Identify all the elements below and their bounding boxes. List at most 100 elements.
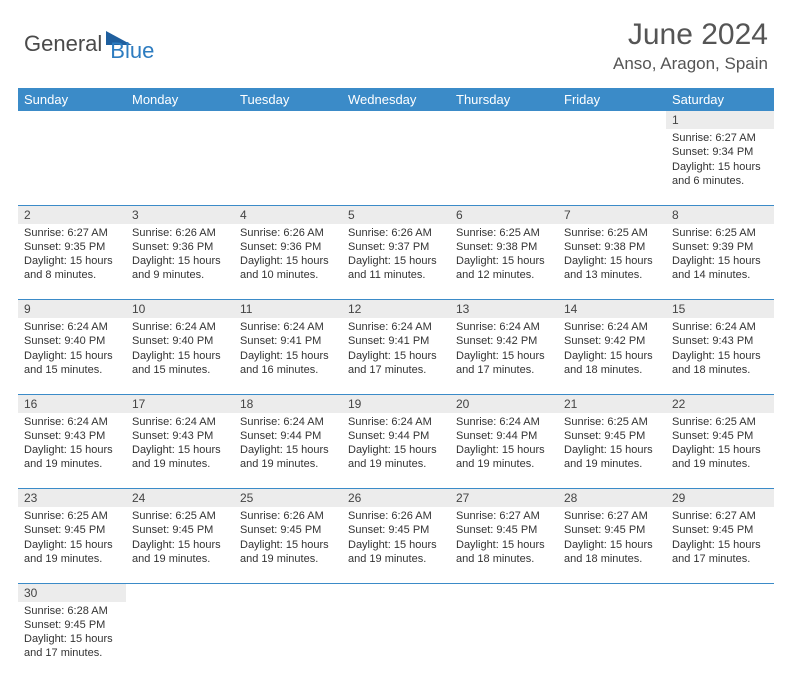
day-number-row: 2345678 [18, 205, 774, 224]
sunrise-text: Sunrise: 6:24 AM [132, 320, 228, 334]
sunset-text: Sunset: 9:38 PM [564, 240, 660, 254]
weekday-header: Saturday [666, 88, 774, 111]
logo: General Blue [24, 24, 154, 64]
daylight-text: Daylight: 15 hours [240, 349, 336, 363]
daylight-text: and 12 minutes. [456, 268, 552, 282]
sunrise-text: Sunrise: 6:24 AM [348, 415, 444, 429]
day-cell: Sunrise: 6:24 AMSunset: 9:42 PMDaylight:… [450, 318, 558, 394]
daylight-text: and 17 minutes. [672, 552, 768, 566]
day-number [126, 583, 234, 602]
day-number: 21 [558, 394, 666, 413]
sunset-text: Sunset: 9:42 PM [564, 334, 660, 348]
daylight-text: Daylight: 15 hours [132, 254, 228, 268]
day-cell: Sunrise: 6:25 AMSunset: 9:38 PMDaylight:… [558, 224, 666, 300]
day-cell: Sunrise: 6:26 AMSunset: 9:36 PMDaylight:… [126, 224, 234, 300]
day-number [558, 583, 666, 602]
day-number: 11 [234, 300, 342, 319]
day-number: 1 [666, 111, 774, 129]
day-cell [558, 602, 666, 678]
daylight-text: Daylight: 15 hours [132, 443, 228, 457]
sunrise-text: Sunrise: 6:24 AM [24, 320, 120, 334]
sunset-text: Sunset: 9:43 PM [132, 429, 228, 443]
daylight-text: and 14 minutes. [672, 268, 768, 282]
daylight-text: Daylight: 15 hours [456, 443, 552, 457]
sunrise-text: Sunrise: 6:25 AM [564, 415, 660, 429]
sunrise-text: Sunrise: 6:27 AM [672, 509, 768, 523]
daylight-text: and 19 minutes. [564, 457, 660, 471]
day-number: 3 [126, 205, 234, 224]
weekday-header: Friday [558, 88, 666, 111]
daylight-text: Daylight: 15 hours [564, 538, 660, 552]
daylight-text: and 6 minutes. [672, 174, 768, 188]
day-cell: Sunrise: 6:24 AMSunset: 9:44 PMDaylight:… [234, 413, 342, 489]
daylight-text: and 19 minutes. [672, 457, 768, 471]
daylight-text: Daylight: 15 hours [132, 538, 228, 552]
sunrise-text: Sunrise: 6:26 AM [240, 509, 336, 523]
day-number: 2 [18, 205, 126, 224]
day-number: 8 [666, 205, 774, 224]
day-detail-row: Sunrise: 6:27 AMSunset: 9:34 PMDaylight:… [18, 129, 774, 205]
daylight-text: and 9 minutes. [132, 268, 228, 282]
day-cell: Sunrise: 6:24 AMSunset: 9:40 PMDaylight:… [126, 318, 234, 394]
day-number: 28 [558, 489, 666, 508]
day-number [450, 111, 558, 129]
sunset-text: Sunset: 9:39 PM [672, 240, 768, 254]
sunrise-text: Sunrise: 6:25 AM [456, 226, 552, 240]
day-number: 17 [126, 394, 234, 413]
daylight-text: and 19 minutes. [132, 552, 228, 566]
daylight-text: and 15 minutes. [132, 363, 228, 377]
day-cell [558, 129, 666, 205]
day-cell: Sunrise: 6:25 AMSunset: 9:45 PMDaylight:… [126, 507, 234, 583]
sunset-text: Sunset: 9:36 PM [240, 240, 336, 254]
day-cell: Sunrise: 6:24 AMSunset: 9:43 PMDaylight:… [126, 413, 234, 489]
day-cell: Sunrise: 6:27 AMSunset: 9:34 PMDaylight:… [666, 129, 774, 205]
sunrise-text: Sunrise: 6:26 AM [348, 509, 444, 523]
sunrise-text: Sunrise: 6:26 AM [132, 226, 228, 240]
day-cell: Sunrise: 6:26 AMSunset: 9:37 PMDaylight:… [342, 224, 450, 300]
daylight-text: and 17 minutes. [456, 363, 552, 377]
sunrise-text: Sunrise: 6:25 AM [672, 226, 768, 240]
daylight-text: and 18 minutes. [564, 363, 660, 377]
day-cell: Sunrise: 6:24 AMSunset: 9:44 PMDaylight:… [342, 413, 450, 489]
sunset-text: Sunset: 9:45 PM [132, 523, 228, 537]
daylight-text: and 19 minutes. [456, 457, 552, 471]
day-number-row: 1 [18, 111, 774, 129]
day-cell: Sunrise: 6:25 AMSunset: 9:39 PMDaylight:… [666, 224, 774, 300]
day-number: 24 [126, 489, 234, 508]
daylight-text: and 18 minutes. [672, 363, 768, 377]
daylight-text: Daylight: 15 hours [564, 349, 660, 363]
day-cell: Sunrise: 6:24 AMSunset: 9:42 PMDaylight:… [558, 318, 666, 394]
sunset-text: Sunset: 9:45 PM [672, 523, 768, 537]
daylight-text: Daylight: 15 hours [456, 349, 552, 363]
sunrise-text: Sunrise: 6:24 AM [456, 320, 552, 334]
day-number: 4 [234, 205, 342, 224]
daylight-text: Daylight: 15 hours [672, 538, 768, 552]
daylight-text: Daylight: 15 hours [240, 538, 336, 552]
sunrise-text: Sunrise: 6:24 AM [240, 320, 336, 334]
day-number: 10 [126, 300, 234, 319]
daylight-text: Daylight: 15 hours [348, 254, 444, 268]
day-cell: Sunrise: 6:24 AMSunset: 9:40 PMDaylight:… [18, 318, 126, 394]
sunrise-text: Sunrise: 6:27 AM [24, 226, 120, 240]
daylight-text: Daylight: 15 hours [348, 349, 444, 363]
day-cell: Sunrise: 6:24 AMSunset: 9:43 PMDaylight:… [666, 318, 774, 394]
sunset-text: Sunset: 9:44 PM [240, 429, 336, 443]
sunset-text: Sunset: 9:44 PM [348, 429, 444, 443]
sunrise-text: Sunrise: 6:24 AM [456, 415, 552, 429]
day-detail-row: Sunrise: 6:25 AMSunset: 9:45 PMDaylight:… [18, 507, 774, 583]
sunset-text: Sunset: 9:43 PM [672, 334, 768, 348]
day-cell: Sunrise: 6:26 AMSunset: 9:36 PMDaylight:… [234, 224, 342, 300]
day-number: 13 [450, 300, 558, 319]
logo-text-general: General [24, 31, 102, 57]
sunset-text: Sunset: 9:44 PM [456, 429, 552, 443]
day-detail-row: Sunrise: 6:28 AMSunset: 9:45 PMDaylight:… [18, 602, 774, 678]
sunset-text: Sunset: 9:40 PM [24, 334, 120, 348]
sunrise-text: Sunrise: 6:24 AM [132, 415, 228, 429]
day-number-row: 9101112131415 [18, 300, 774, 319]
day-number: 15 [666, 300, 774, 319]
day-cell [234, 129, 342, 205]
daylight-text: and 17 minutes. [348, 363, 444, 377]
daylight-text: and 8 minutes. [24, 268, 120, 282]
day-cell: Sunrise: 6:28 AMSunset: 9:45 PMDaylight:… [18, 602, 126, 678]
sunset-text: Sunset: 9:36 PM [132, 240, 228, 254]
